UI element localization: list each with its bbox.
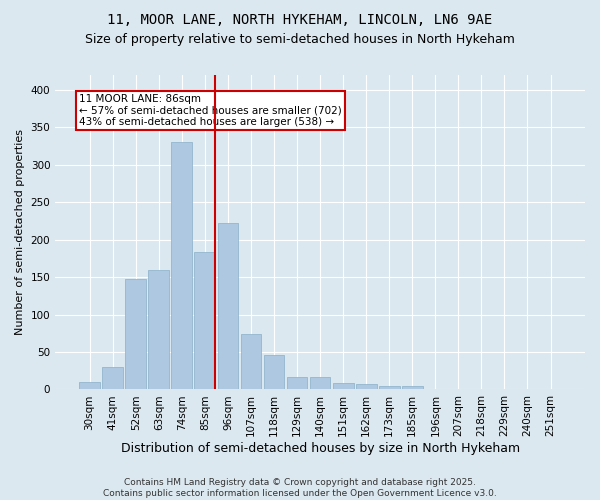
Text: Contains HM Land Registry data © Crown copyright and database right 2025.
Contai: Contains HM Land Registry data © Crown c… — [103, 478, 497, 498]
Bar — [425, 388, 446, 390]
Bar — [287, 376, 307, 390]
Bar — [241, 334, 262, 390]
Text: Size of property relative to semi-detached houses in North Hykeham: Size of property relative to semi-detach… — [85, 32, 515, 46]
Bar — [102, 367, 123, 390]
Bar — [194, 252, 215, 390]
Bar — [333, 384, 353, 390]
Text: 11 MOOR LANE: 86sqm
← 57% of semi-detached houses are smaller (702)
43% of semi-: 11 MOOR LANE: 86sqm ← 57% of semi-detach… — [79, 94, 342, 127]
Bar — [379, 386, 400, 390]
Bar — [263, 355, 284, 390]
Bar — [79, 382, 100, 390]
Bar — [356, 384, 377, 390]
Bar — [402, 386, 422, 390]
Bar — [148, 270, 169, 390]
X-axis label: Distribution of semi-detached houses by size in North Hykeham: Distribution of semi-detached houses by … — [121, 442, 520, 455]
Y-axis label: Number of semi-detached properties: Number of semi-detached properties — [15, 129, 25, 335]
Bar — [125, 278, 146, 390]
Bar — [218, 223, 238, 390]
Bar — [310, 378, 331, 390]
Bar — [172, 142, 192, 390]
Text: 11, MOOR LANE, NORTH HYKEHAM, LINCOLN, LN6 9AE: 11, MOOR LANE, NORTH HYKEHAM, LINCOLN, L… — [107, 12, 493, 26]
